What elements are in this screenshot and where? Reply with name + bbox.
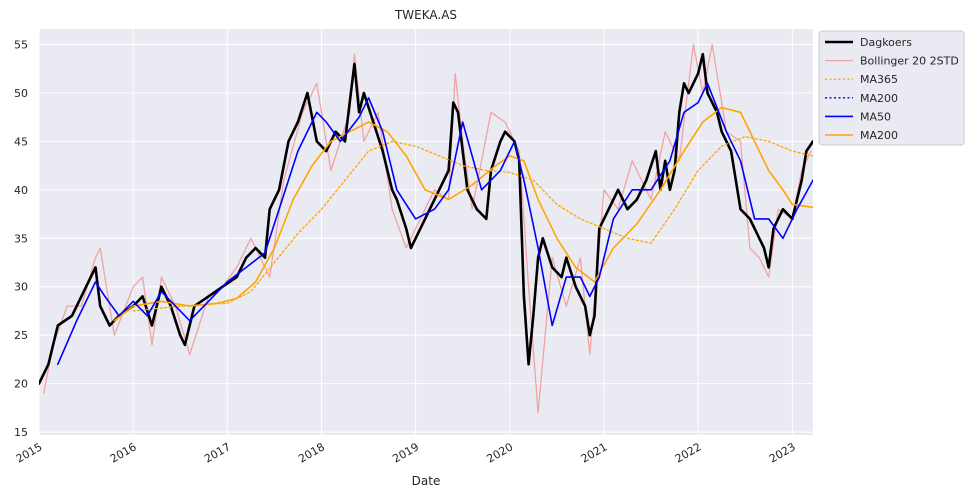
- y-tick-label: 55: [14, 39, 28, 52]
- y-tick-label: 50: [14, 87, 28, 100]
- y-tick-label: 15: [14, 426, 28, 439]
- chart-title: TWEKA.AS: [394, 8, 457, 22]
- legend-label: MA50: [860, 110, 891, 123]
- y-tick-label: 45: [14, 135, 28, 148]
- series-line-ma200: [113, 106, 813, 322]
- plot-area: [39, 29, 813, 435]
- x-axis-label: Date: [412, 474, 441, 488]
- legend-label: MA365: [860, 73, 898, 86]
- legend-label: MA200: [860, 92, 898, 105]
- x-tick-label: 2016: [108, 440, 139, 465]
- series-layer: [39, 43, 813, 414]
- x-tick-label: 2019: [390, 440, 421, 465]
- x-tick-label: 2021: [579, 440, 610, 465]
- y-tick-label: 25: [14, 329, 28, 342]
- y-tick-label: 40: [14, 184, 28, 197]
- x-tick-label: 2018: [296, 440, 327, 465]
- legend-label: MA200: [860, 129, 898, 142]
- x-tick-label: 2023: [767, 440, 798, 465]
- series-line-dagkoers: [39, 52, 813, 385]
- series-line-ma365: [132, 135, 813, 312]
- x-axis-ticks: 2015 2016 2017 2018 2019 2020 2021 2022 2023: [14, 440, 798, 465]
- series-line-ma50: [56, 82, 813, 366]
- legend-label: Bollinger 20 2STD: [860, 55, 959, 68]
- x-tick-label: 2017: [202, 440, 233, 465]
- legend-label: Dagkoers: [860, 36, 912, 49]
- x-tick-label: 2020: [485, 440, 516, 465]
- x-tick-label: 2015: [14, 440, 45, 465]
- y-axis-ticks: 15 20 25 30 35 40 45 50 55: [14, 39, 28, 440]
- y-tick-label: 30: [14, 281, 28, 294]
- grid-lines: [38, 29, 813, 435]
- legend: Dagkoers Bollinger 20 2STD MA365 MA200 MA50 M…: [818, 30, 965, 146]
- x-tick-label: 2022: [673, 440, 704, 465]
- legend-box: [818, 30, 965, 146]
- y-tick-label: 20: [14, 378, 28, 391]
- y-tick-label: 35: [14, 232, 28, 245]
